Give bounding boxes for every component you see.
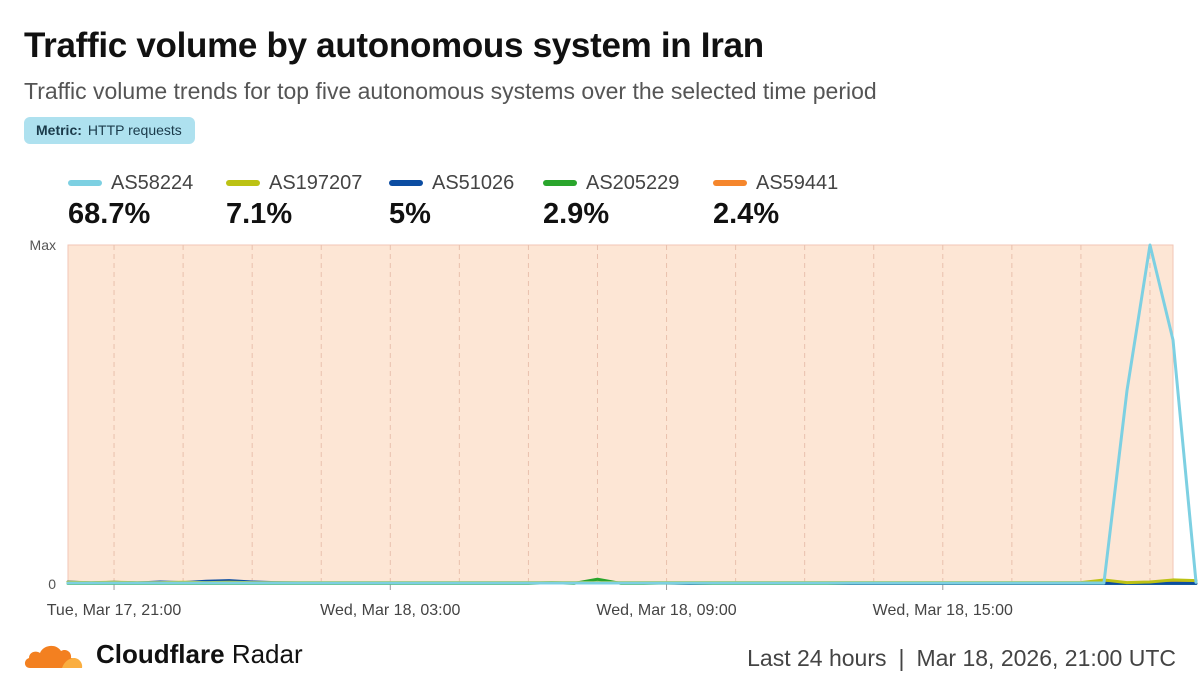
brand-cloudflare: Cloudflare <box>96 639 225 669</box>
legend-name: AS51026 <box>432 171 515 194</box>
legend-item-as59441[interactable]: AS59441 2.4% <box>713 170 873 231</box>
legend-swatch <box>226 180 260 186</box>
footer-separator: | <box>898 645 905 671</box>
cloudflare-radar-logo: Cloudflare Radar <box>22 639 303 670</box>
legend-item-as58224[interactable]: AS58224 68.7% <box>68 170 226 231</box>
legend-value: 5% <box>389 198 431 230</box>
x-tick-label: Wed, Mar 18, 09:00 <box>596 602 736 619</box>
legend-swatch <box>713 180 747 186</box>
legend-swatch <box>68 180 102 186</box>
legend-item-as197207[interactable]: AS197207 7.1% <box>226 170 389 231</box>
legend-name: AS197207 <box>269 171 363 194</box>
chart-legend: AS58224 68.7% AS197207 7.1% AS51026 5% A… <box>68 170 873 231</box>
x-tick-label: Wed, Mar 18, 15:00 <box>873 602 1013 619</box>
series-line-as58224 <box>66 243 1198 585</box>
footer-timestamp: Mar 18, 2026, 21:00 UTC <box>916 645 1176 671</box>
plot-background <box>67 244 1174 585</box>
metric-value: HTTP requests <box>87 122 182 138</box>
legend-swatch <box>543 180 577 186</box>
legend-item-as205229[interactable]: AS205229 2.9% <box>543 170 713 231</box>
footer-date-range: Last 24 hours | Mar 18, 2026, 21:00 UTC <box>747 645 1176 672</box>
metric-badge[interactable]: Metric: HTTP requests <box>24 117 195 144</box>
chart-subtitle: Traffic volume trends for top five auton… <box>24 78 877 104</box>
brand-radar: Radar <box>231 639 303 669</box>
legend-swatch <box>389 180 423 186</box>
y-tick-label: 0 <box>48 576 56 592</box>
time-range-label: Last 24 hours <box>747 645 887 671</box>
cloudflare-cloud-icon <box>24 645 83 668</box>
y-tick-label: Max <box>30 237 56 253</box>
legend-value: 7.1% <box>226 198 293 230</box>
x-tick-label: Tue, Mar 17, 21:00 <box>47 602 182 619</box>
legend-name: AS58224 <box>111 171 194 194</box>
legend-name: AS59441 <box>756 171 839 194</box>
legend-value: 2.9% <box>543 198 610 230</box>
x-tick-label: Wed, Mar 18, 03:00 <box>320 602 460 619</box>
legend-value: 68.7% <box>68 198 151 230</box>
line-chart[interactable]: Max 0 Tue, Mar 17, 21:00 Wed, Mar 18, 03:00… <box>0 228 1200 623</box>
chart-title: Traffic volume by autonomous system in I… <box>24 26 764 65</box>
legend-name: AS205229 <box>586 171 680 194</box>
legend-value: 2.4% <box>713 198 780 230</box>
legend-item-as51026[interactable]: AS51026 5% <box>389 170 543 231</box>
metric-label: Metric: <box>36 122 82 138</box>
